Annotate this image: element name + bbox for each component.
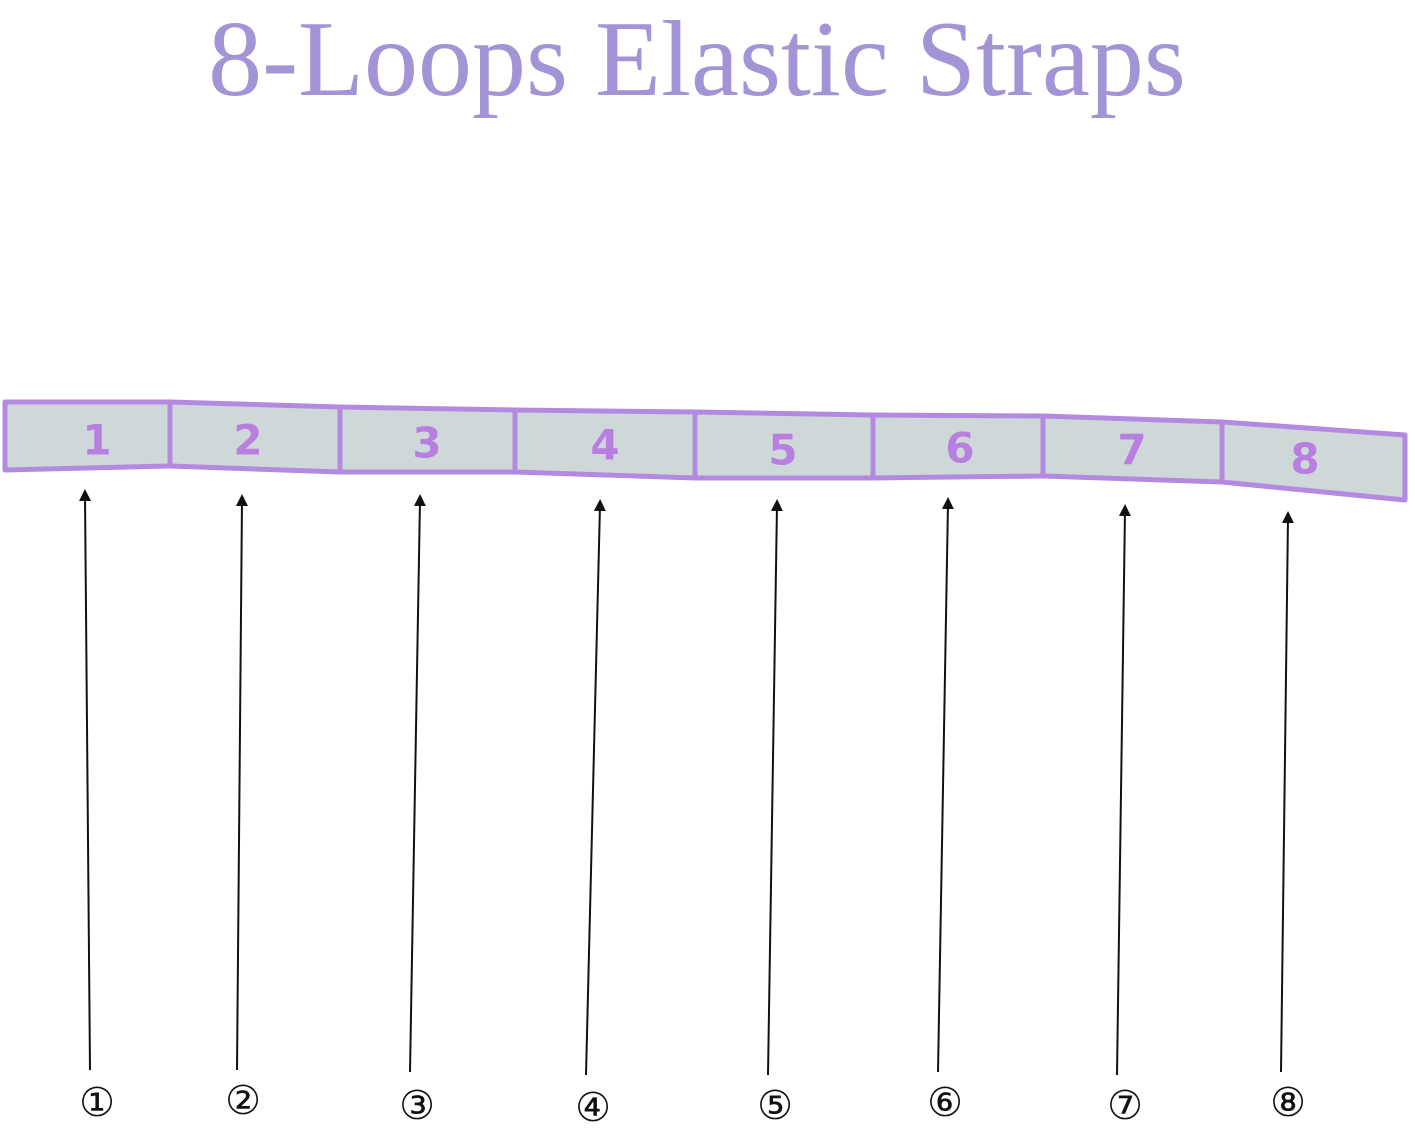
strap-segment [1219, 419, 1408, 503]
loop-number: 1 [82, 416, 111, 465]
title: 8-Loops Elastic Straps [208, 0, 1186, 119]
strap: 1 2 3 4 5 6 7 8 [2, 399, 1408, 503]
arrow [235, 494, 248, 1071]
arrow [937, 497, 954, 1073]
loop-number: 5 [768, 426, 797, 475]
loop-number: 4 [590, 421, 619, 470]
arrow [1116, 504, 1131, 1076]
arrow [1280, 511, 1294, 1073]
loop-marker: ⑦ [1107, 1083, 1143, 1129]
loop-number: 6 [945, 424, 974, 473]
arrow [79, 489, 92, 1071]
loop-marker: ⑤ [757, 1083, 793, 1129]
loop-number: 7 [1117, 426, 1146, 475]
loop-marker: ① [79, 1080, 115, 1126]
loop-marker: ② [225, 1078, 261, 1124]
arrows: ① ② ③ ④ ⑤ ⑥ ⑦ ⑧ [79, 489, 1306, 1131]
loop-marker: ④ [575, 1085, 611, 1131]
loop-marker: ⑥ [927, 1080, 963, 1126]
loop-number: 2 [233, 416, 262, 465]
loop-marker: ⑧ [1270, 1080, 1306, 1126]
loop-marker: ③ [399, 1083, 435, 1129]
arrow [585, 499, 606, 1076]
loop-number: 8 [1290, 435, 1319, 484]
loop-number: 3 [412, 419, 441, 468]
arrow [409, 494, 426, 1073]
arrow [767, 499, 783, 1076]
